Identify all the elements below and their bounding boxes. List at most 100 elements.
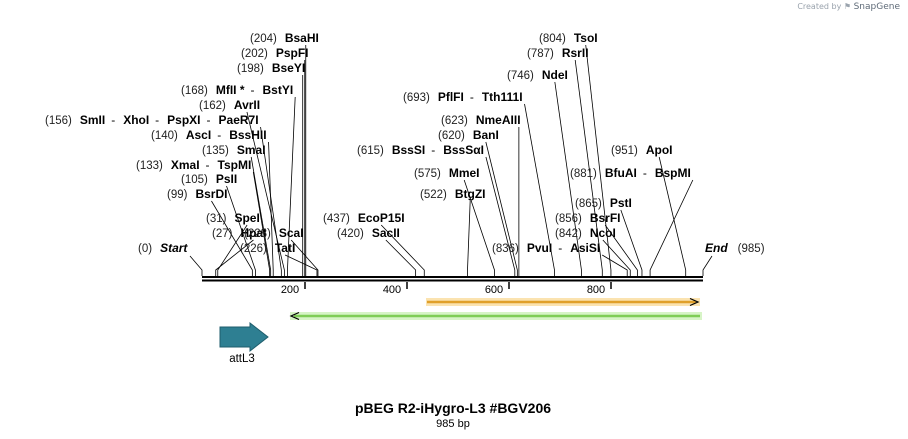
site-position: (856)	[555, 213, 582, 225]
site-label[interactable]: (226) TatI	[240, 241, 295, 255]
map-title: pBEG R2-iHygro-L3 #BGV206	[355, 400, 551, 416]
snapgene-logo-icon: ⚑	[843, 2, 852, 11]
site-position: (522)	[420, 189, 447, 201]
site-name-separator: -	[470, 90, 474, 104]
enzyme-name: XmaI	[171, 158, 200, 172]
ruler-label: 200	[281, 284, 299, 296]
site-leader-line	[211, 200, 253, 276]
site-position: (615)	[357, 145, 384, 157]
enzyme-name: RsrII	[562, 46, 589, 60]
site-position: (105)	[181, 174, 208, 186]
site-label[interactable]: (951) ApoI	[611, 143, 673, 157]
site-label[interactable]: (437) EcoP15I	[323, 211, 405, 225]
site-leader-line	[260, 126, 282, 276]
enzyme-name: PsII	[216, 172, 237, 186]
ruler-label: 800	[587, 284, 605, 296]
site-name-separator: -	[206, 158, 210, 172]
site-label[interactable]: (135) SmaI	[202, 143, 266, 157]
site-label[interactable]: (204) BsaHI	[250, 31, 319, 45]
site-leader-line	[467, 200, 471, 276]
enzyme-name: PflFI	[438, 90, 464, 104]
enzyme-name: BstYI	[263, 83, 294, 97]
site-leader-line	[585, 44, 612, 276]
site-label[interactable]: (27) HpaI	[212, 226, 266, 240]
enzyme-name: XhoI	[123, 113, 149, 127]
enzyme-name: TsoI	[574, 31, 598, 45]
attl3-feature-arrow[interactable]	[219, 321, 269, 353]
site-label[interactable]: (228) ScaI	[244, 226, 304, 240]
site-position: (99)	[167, 189, 188, 201]
enzyme-name: AscI	[186, 128, 211, 142]
site-label[interactable]: (787) RsrII	[527, 46, 589, 60]
site-position: (198)	[237, 63, 264, 75]
enzyme-name: NmeAIII	[476, 113, 521, 127]
enzyme-name: SacII	[372, 226, 400, 240]
credit-prefix: Created by	[797, 2, 842, 11]
site-position: (202)	[241, 48, 268, 60]
enzyme-name: BssHII	[229, 128, 266, 142]
site-label[interactable]: (133) XmaI - TspMI	[136, 158, 251, 172]
site-position: (804)	[539, 33, 566, 45]
site-label[interactable]: (856) BsrFI	[555, 211, 621, 225]
site-position: (437)	[323, 213, 350, 225]
site-position: (162)	[199, 100, 226, 112]
site-label[interactable]: (162) AvrII	[199, 98, 260, 112]
site-name-separator: -	[217, 128, 221, 142]
site-label[interactable]: (881) BfuAI - BspMI	[570, 166, 691, 180]
ruler-label: 400	[383, 284, 401, 296]
site-name-separator: -	[111, 113, 115, 127]
end-label: End (985)	[705, 241, 765, 255]
site-leader-line	[524, 103, 555, 276]
start-name: Start	[160, 241, 188, 255]
site-label[interactable]: (105) PsII	[181, 172, 237, 186]
site-label[interactable]: (842) NcoI	[555, 226, 616, 240]
site-leader-line	[217, 224, 248, 276]
site-position: (865)	[575, 198, 602, 210]
site-position: (133)	[136, 160, 163, 172]
enzyme-name: PspXI	[167, 113, 200, 127]
site-label[interactable]: (156) SmII - XhoI - PspXI - PaeR7I	[45, 113, 259, 127]
site-label[interactable]: (693) PflFI - Tth111I	[403, 90, 523, 104]
site-label[interactable]: (198) BseYI	[237, 61, 305, 75]
enzyme-name: BseYI	[272, 61, 305, 75]
site-name-separator: -	[431, 143, 435, 157]
site-label[interactable]: (168) MfII * - BstYI	[181, 83, 293, 97]
site-label[interactable]: (202) PspFI	[241, 46, 309, 60]
site-label[interactable]: (836) PvuI - AsiSI	[492, 241, 600, 255]
end-name: End	[705, 241, 728, 255]
start-label: (0) Start	[138, 241, 188, 255]
site-label[interactable]: (804) TsoI	[539, 31, 598, 45]
site-position: (746)	[507, 70, 534, 82]
site-label[interactable]: (140) AscI - BssHII	[151, 128, 267, 142]
site-label[interactable]: (31) SpeI	[206, 211, 260, 225]
site-leader-line	[601, 254, 628, 276]
enzyme-name: MfII *	[216, 83, 245, 97]
enzyme-name: PspFI	[276, 46, 309, 60]
enzyme-name: SmII	[80, 113, 105, 127]
site-leader-line	[290, 239, 319, 276]
ruler: 200 400 600 800	[281, 282, 612, 296]
site-label[interactable]: (746) NdeI	[507, 68, 568, 82]
enzyme-name: BsrDI	[195, 187, 227, 201]
site-leader-lines	[189, 44, 713, 276]
enzyme-name: BssSI	[392, 143, 425, 157]
site-label[interactable]: (865) PstI	[575, 196, 632, 210]
site-position: (140)	[151, 130, 178, 142]
site-position: (620)	[438, 130, 465, 142]
enzyme-name: BsaHI	[285, 31, 319, 45]
site-label[interactable]: (575) MmeI	[414, 166, 480, 180]
feature-green-arrowhead	[289, 311, 300, 321]
enzyme-name: ApoI	[646, 143, 673, 157]
site-label[interactable]: (615) BssSI - BssSαI	[357, 143, 484, 157]
site-label[interactable]: (623) NmeAIII	[441, 113, 521, 127]
site-label[interactable]: (522) BtgZI	[420, 187, 486, 201]
enzyme-name: AvrII	[234, 98, 260, 112]
site-position: (881)	[570, 168, 597, 180]
site-name-separator: -	[155, 113, 159, 127]
site-label[interactable]: (620) BanI	[438, 128, 499, 142]
site-leader-line	[287, 96, 296, 276]
site-label[interactable]: (420) SacII	[337, 226, 400, 240]
site-label[interactable]: (99) BsrDI	[167, 187, 227, 201]
end-leader-line	[702, 255, 713, 276]
